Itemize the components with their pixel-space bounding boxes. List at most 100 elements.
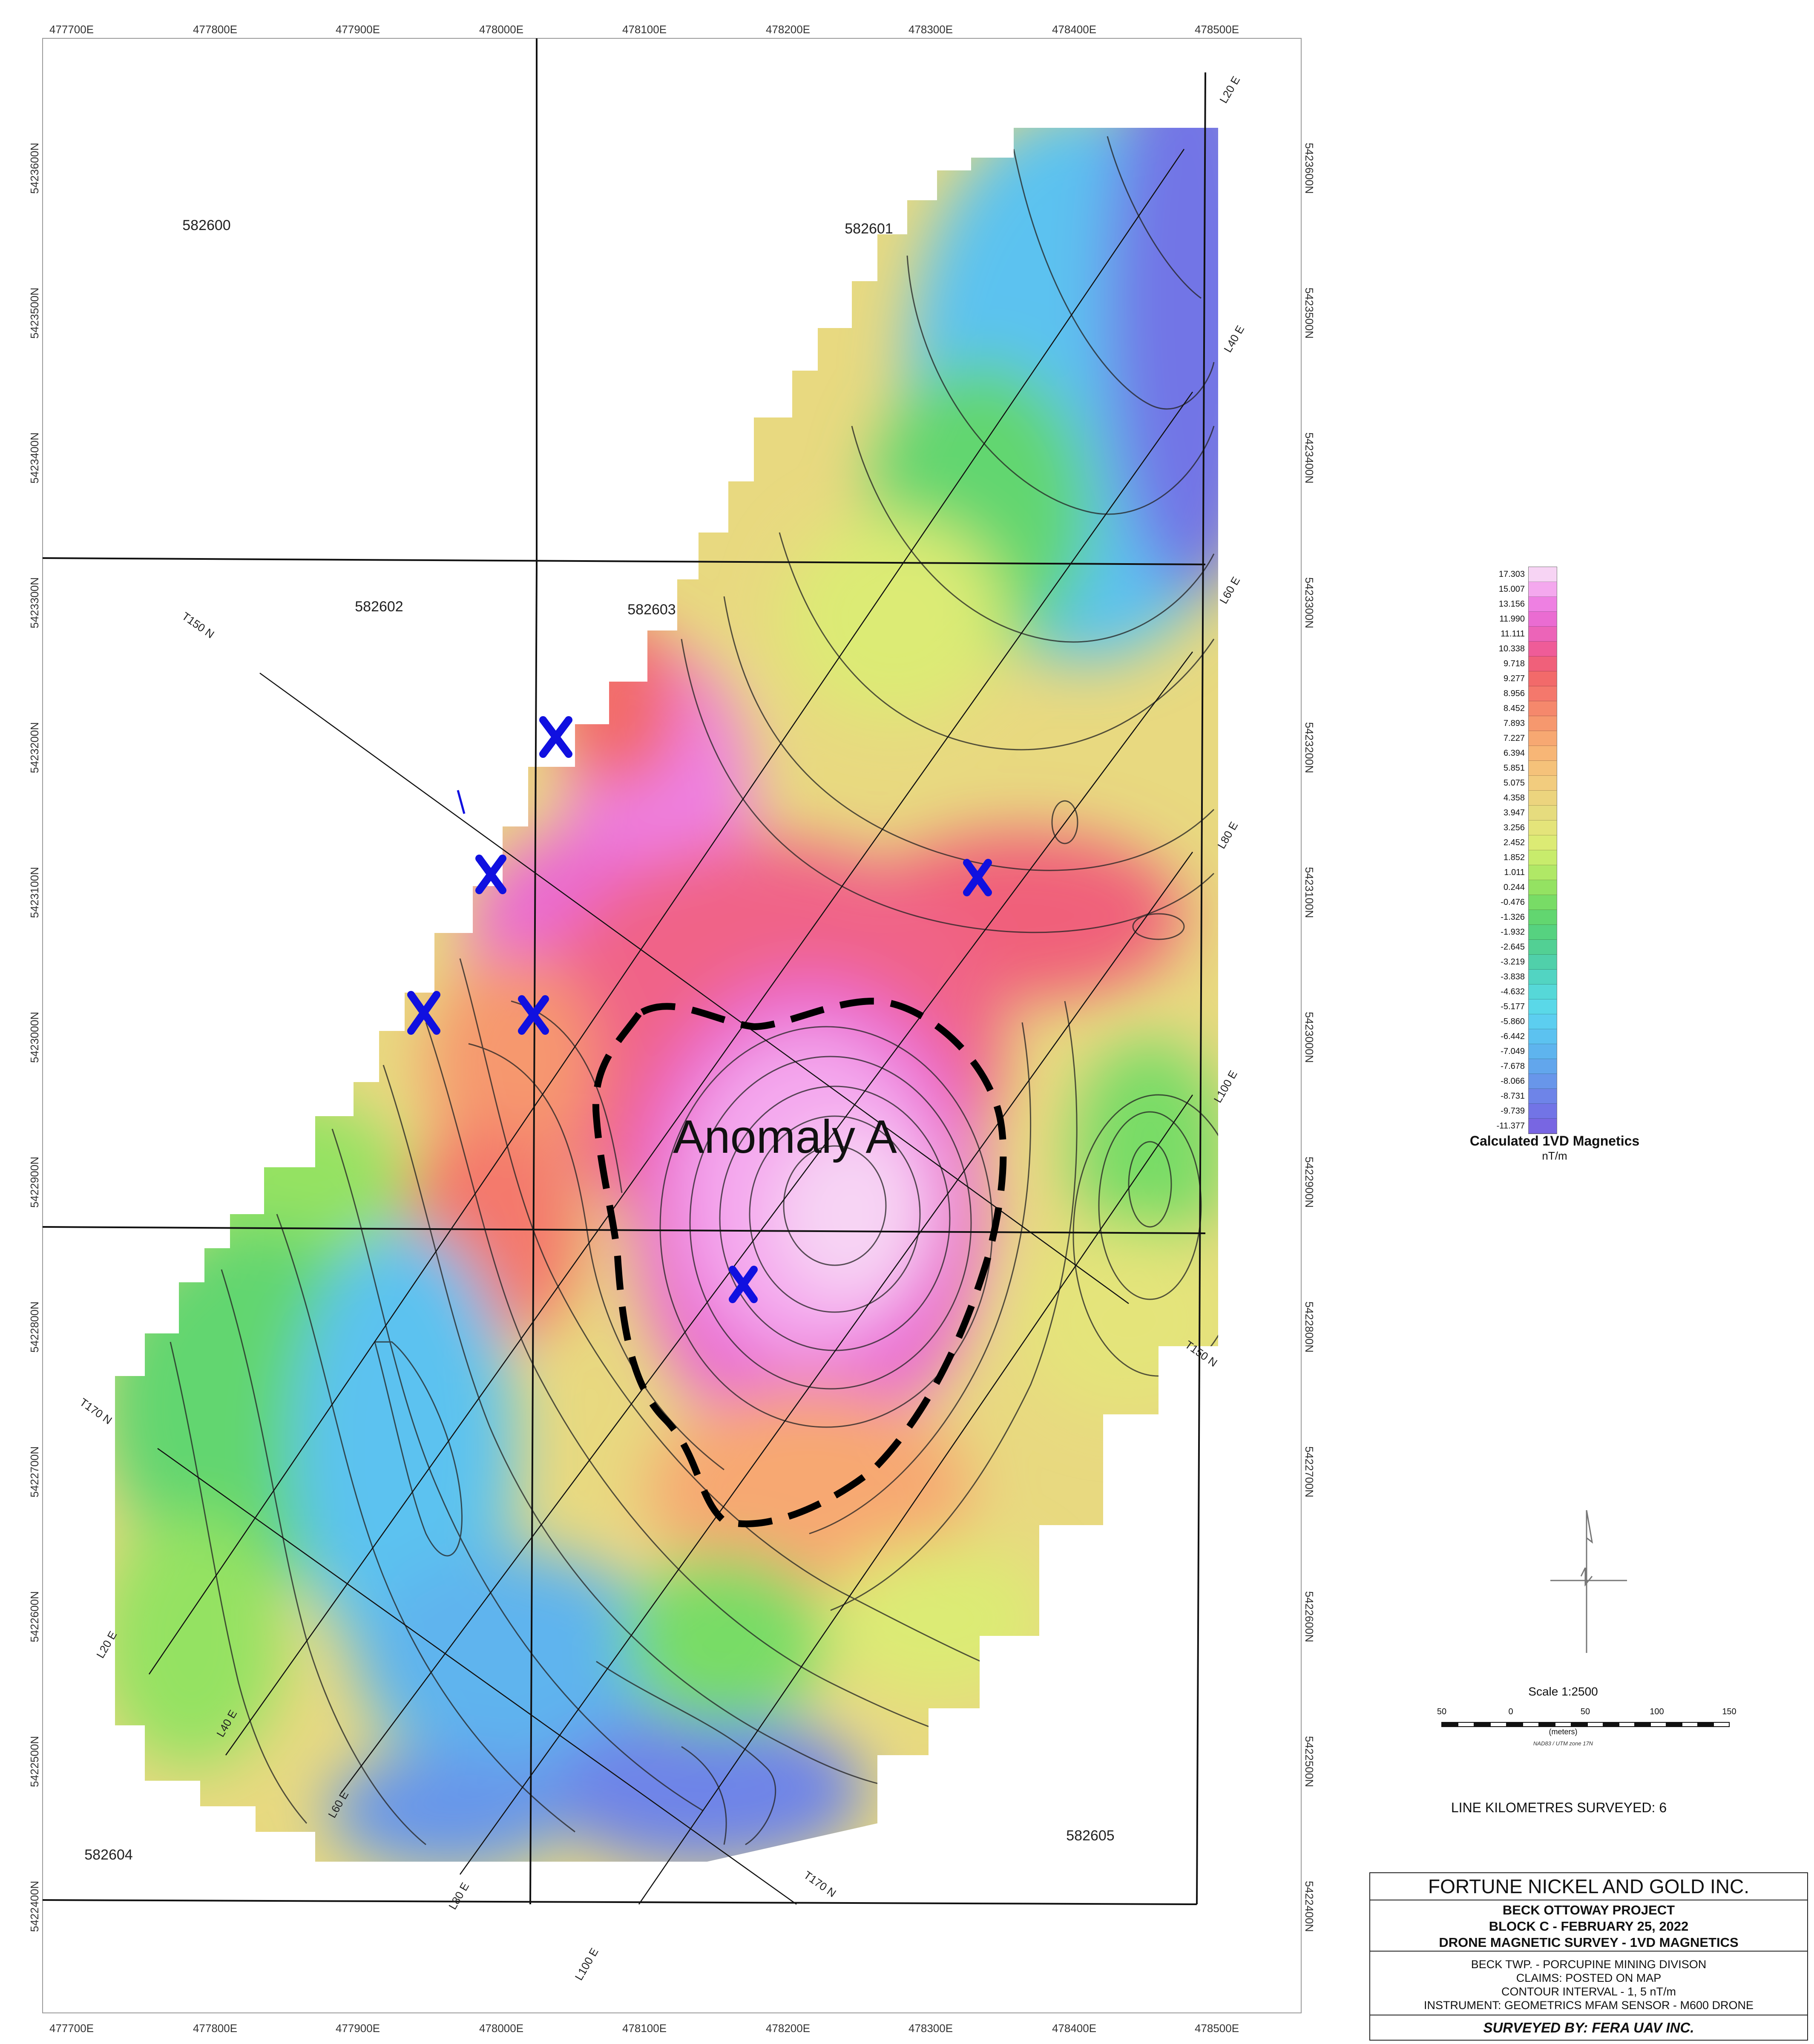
- scale-tick: 100: [1650, 1707, 1664, 1716]
- northing-labels-left: 5423600N 5423500N 5423400N 5423300N 5423…: [28, 143, 41, 1932]
- legend-swatch: [1529, 567, 1557, 582]
- survey-type: DRONE MAGNETIC SURVEY - 1VD MAGNETICS: [1439, 1935, 1739, 1950]
- township: BECK TWP. - PORCUPINE MINING DIVISON: [1471, 1958, 1707, 1971]
- legend-swatch: [1529, 1104, 1557, 1119]
- legend-swatch: [1529, 910, 1557, 925]
- northing-label: 5423500N: [1303, 288, 1316, 339]
- northing-label: 5423500N: [28, 288, 41, 339]
- easting-label: 478300E: [908, 2022, 953, 2035]
- easting-label: 478500E: [1195, 2022, 1239, 2035]
- legend-value: -6.442: [1501, 1031, 1525, 1041]
- marker-tick: [457, 790, 466, 814]
- legend-value: 6.394: [1503, 748, 1525, 758]
- legend-swatch: [1529, 731, 1557, 746]
- northing-label: 5422900N: [1303, 1157, 1316, 1208]
- legend-swatch: [1529, 1029, 1557, 1044]
- scale-bar: [1441, 1722, 1730, 1727]
- legend-swatch: [1529, 656, 1557, 671]
- legend-value: 5.851: [1503, 763, 1525, 773]
- scale-units: (meters): [1549, 1727, 1578, 1736]
- legend-value: 7.893: [1503, 718, 1525, 728]
- easting-labels-bottom: 477700E 477800E 477900E 478000E 478100E …: [49, 2022, 1239, 2035]
- legend-swatch: [1529, 895, 1557, 910]
- northing-label: 5423400N: [28, 432, 41, 484]
- northing-label: 5422800N: [1303, 1301, 1316, 1353]
- legend-value: 5.075: [1503, 778, 1525, 788]
- easting-label: 477700E: [49, 2022, 94, 2035]
- legend-value: -11.377: [1496, 1121, 1525, 1131]
- project-details: BECK TWP. - PORCUPINE MINING DIVISON CLA…: [1370, 1952, 1807, 2015]
- legend-value: 9.277: [1503, 674, 1525, 683]
- legend-swatch: [1529, 999, 1557, 1014]
- easting-label: 478400E: [1052, 2022, 1096, 2035]
- northing-label: 5423100N: [1303, 867, 1316, 918]
- project-name: BECK OTTOWAY PROJECT: [1502, 1903, 1675, 1917]
- claim-boundaries: [42, 38, 1206, 1905]
- anomaly-a-outline: [592, 997, 1007, 1528]
- legend-swatch: [1529, 716, 1557, 731]
- legend-value: 15.007: [1498, 584, 1525, 594]
- legend-swatch: [1529, 642, 1557, 656]
- easting-label: 478300E: [908, 23, 953, 36]
- legend-swatch: [1529, 835, 1557, 850]
- legend-swatch: [1529, 940, 1557, 955]
- legend-value: 0.244: [1503, 882, 1525, 892]
- line-kilometres: LINE KILOMETRES SURVEYED: 6: [1451, 1800, 1667, 1815]
- legend-swatch: [1529, 880, 1557, 895]
- northing-label: 5422600N: [1303, 1591, 1316, 1642]
- legend-value: 7.227: [1503, 733, 1525, 743]
- legend-value: -5.177: [1501, 1002, 1525, 1011]
- legend-value: 4.358: [1503, 793, 1525, 803]
- legend-swatch: [1529, 791, 1557, 806]
- legend-value: 17.303: [1498, 569, 1525, 579]
- legend-swatch: [1529, 1059, 1557, 1074]
- legend-value: -5.860: [1501, 1016, 1525, 1026]
- legend-value: 8.956: [1503, 688, 1525, 698]
- anomaly-a-label: Anomaly A: [673, 1111, 897, 1163]
- legend-value: -1.932: [1501, 927, 1525, 937]
- claim-label: 582605: [1066, 1828, 1114, 1844]
- easting-label: 478100E: [622, 23, 667, 36]
- northing-label: 5423300N: [28, 577, 41, 628]
- legend-value: -7.049: [1501, 1046, 1525, 1056]
- claim-label: 582600: [182, 217, 230, 233]
- easting-label: 477800E: [193, 23, 237, 36]
- legend-value: 8.452: [1503, 703, 1525, 713]
- legend-swatch: [1529, 582, 1557, 597]
- scale-datum: NAD83 / UTM zone 17N: [1533, 1740, 1593, 1747]
- legend-swatch: [1529, 865, 1557, 880]
- claim-label: 582603: [627, 602, 676, 618]
- color-legend: 17.303 15.007 13.156 11.990 11.111 10.338 9.71…: [1474, 567, 1597, 1134]
- legend-swatch: [1529, 970, 1557, 985]
- northing-label: 5422600N: [28, 1591, 41, 1642]
- legend-swatch: [1529, 925, 1557, 940]
- legend-swatch: [1529, 1014, 1557, 1029]
- legend-value: 3.947: [1503, 808, 1525, 818]
- easting-label: 477800E: [193, 2022, 237, 2035]
- legend-swatch: [1529, 671, 1557, 686]
- legend-value: -2.645: [1501, 942, 1525, 952]
- legend-value: -8.066: [1501, 1076, 1525, 1086]
- legend-swatch: [1529, 701, 1557, 716]
- legend-swatch: [1529, 746, 1557, 761]
- northing-label: 5422700N: [1303, 1446, 1316, 1497]
- scale-title: Scale 1:2500: [1528, 1685, 1598, 1698]
- northing-label: 5423600N: [1303, 143, 1316, 194]
- legend-swatch: [1529, 806, 1557, 820]
- project-title: BECK OTTOWAY PROJECT BLOCK C - FEBRUARY …: [1370, 1900, 1807, 1952]
- legend-value: -9.739: [1501, 1106, 1525, 1116]
- northing-label: 5423100N: [28, 867, 41, 918]
- marker-x: [518, 995, 549, 1035]
- title-block: FORTUNE NICKEL AND GOLD INC. BECK OTTOWA…: [1369, 1872, 1808, 2041]
- legend-swatch: [1529, 761, 1557, 776]
- legend-swatch: [1529, 1089, 1557, 1104]
- legend-title: Calculated 1VD Magnetics: [1469, 1133, 1640, 1149]
- claim-labels: 582600 582601 582602 582603 582604 58260…: [84, 217, 1114, 1863]
- claim-label: 582601: [845, 221, 893, 237]
- scale-tick: 50: [1437, 1707, 1447, 1716]
- easting-label: 478400E: [1052, 23, 1096, 36]
- easting-label: 477900E: [336, 2022, 380, 2035]
- legend-value: 3.256: [1503, 823, 1525, 832]
- claims-note: CLAIMS: POSTED ON MAP: [1516, 1972, 1662, 1984]
